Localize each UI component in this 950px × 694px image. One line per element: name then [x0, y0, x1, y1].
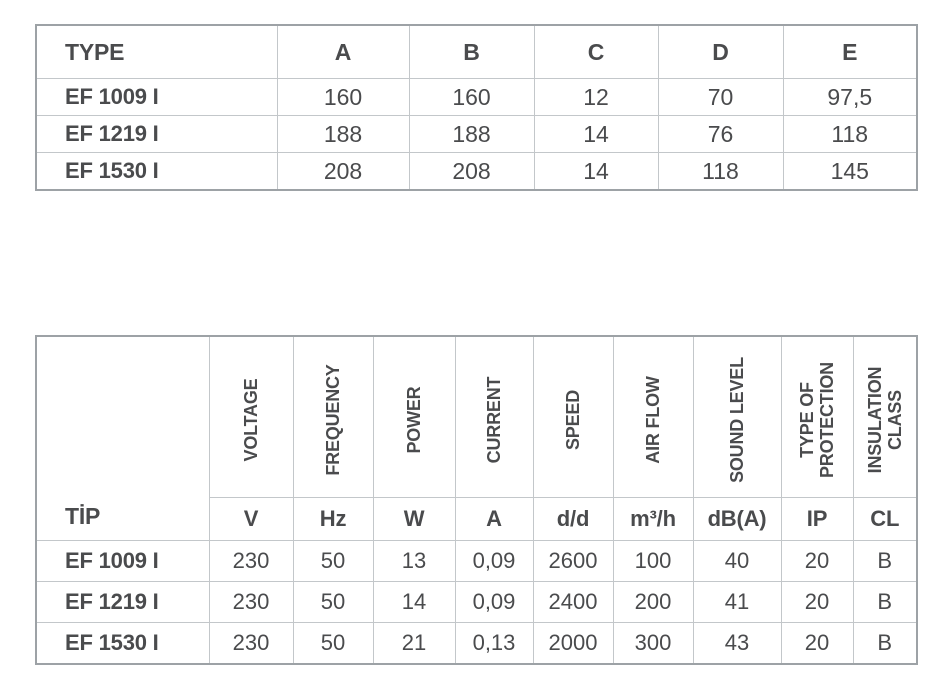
- value-cell: 20: [780, 581, 854, 623]
- col-header-d: D: [657, 24, 784, 79]
- value-cell: 43: [692, 622, 782, 665]
- rotated-header-label: INSULATION CLASS: [864, 366, 905, 474]
- value-cell: 13: [372, 540, 456, 582]
- col-header-power: POWER: [372, 335, 456, 498]
- model-name-cell: EF 1219 I: [35, 115, 278, 153]
- col-header-b: B: [408, 24, 535, 79]
- unit-cell: W: [372, 497, 456, 541]
- unit-cell: m³/h: [612, 497, 694, 541]
- col-header-voltage: VOLTAGE: [208, 335, 294, 498]
- rotated-header-label: POWER: [403, 386, 424, 454]
- dimensions-header-row: TYPE A B C D E: [35, 24, 918, 79]
- value-cell: 14: [533, 115, 659, 153]
- value-cell: 300: [612, 622, 694, 665]
- model-name-cell: EF 1530 I: [35, 152, 278, 191]
- value-cell: 50: [292, 581, 374, 623]
- model-name-cell: EF 1530 I: [35, 622, 210, 665]
- value-cell: 200: [612, 581, 694, 623]
- value-cell: 0,09: [454, 581, 534, 623]
- dimensions-table: TYPE A B C D E EF 1009 I 160 160 12 70 9…: [35, 24, 918, 191]
- specs-table: TİP VOLTAGE FREQUENCY POWER CURRENT SPEE…: [35, 335, 918, 665]
- unit-cell: Hz: [292, 497, 374, 541]
- value-cell: 97,5: [782, 78, 918, 116]
- value-cell: 188: [276, 115, 410, 153]
- rotated-header-label: SOUND LEVEL: [726, 357, 747, 484]
- value-cell: 100: [612, 540, 694, 582]
- value-cell: 208: [408, 152, 535, 191]
- specs-units-row: V Hz W A d/d m³/h dB(A) IP CL: [36, 497, 918, 541]
- col-header-sound-level: SOUND LEVEL: [692, 335, 782, 498]
- model-name-cell: EF 1219 I: [35, 581, 210, 623]
- unit-cell: dB(A): [692, 497, 782, 541]
- value-cell: 70: [657, 78, 784, 116]
- value-cell: 145: [782, 152, 918, 191]
- value-cell: 0,13: [454, 622, 534, 665]
- specs-tip-header: TİP: [35, 335, 210, 541]
- value-cell: 2000: [532, 622, 614, 665]
- table-row: EF 1009 I 230 50 13 0,09 2600 100 40 20 …: [35, 540, 918, 582]
- col-header-frequency: FREQUENCY: [292, 335, 374, 498]
- col-header-insulation-class: INSULATION CLASS: [852, 335, 918, 498]
- rotated-header-label: TYPE OF PROTECTION: [796, 362, 837, 479]
- col-header-a: A: [276, 24, 410, 79]
- col-header-e: E: [782, 24, 918, 79]
- value-cell: B: [852, 540, 918, 582]
- value-cell: 21: [372, 622, 456, 665]
- unit-cell: d/d: [532, 497, 614, 541]
- value-cell: 76: [657, 115, 784, 153]
- specs-header-row: TİP VOLTAGE FREQUENCY POWER CURRENT SPEE…: [35, 335, 918, 541]
- value-cell: 208: [276, 152, 410, 191]
- value-cell: 160: [276, 78, 410, 116]
- value-cell: 14: [533, 152, 659, 191]
- model-name-cell: EF 1009 I: [35, 540, 210, 582]
- table-row: EF 1530 I 208 208 14 118 145: [35, 152, 918, 191]
- value-cell: 0,09: [454, 540, 534, 582]
- value-cell: 188: [408, 115, 535, 153]
- rotated-header-label: CURRENT: [483, 376, 504, 464]
- value-cell: 230: [208, 622, 294, 665]
- dimensions-type-header: TYPE: [35, 24, 278, 79]
- value-cell: 230: [208, 581, 294, 623]
- value-cell: 230: [208, 540, 294, 582]
- col-header-type-of-protection: TYPE OF PROTECTION: [780, 335, 854, 498]
- value-cell: 12: [533, 78, 659, 116]
- rotated-header-label: SPEED: [562, 390, 583, 451]
- table-row: EF 1009 I 160 160 12 70 97,5: [35, 78, 918, 116]
- table-row: EF 1530 I 230 50 21 0,13 2000 300 43 20 …: [35, 622, 918, 665]
- col-header-speed: SPEED: [532, 335, 614, 498]
- value-cell: 20: [780, 622, 854, 665]
- value-cell: 118: [782, 115, 918, 153]
- value-cell: B: [852, 581, 918, 623]
- col-header-air-flow: AIR FLOW: [612, 335, 694, 498]
- rotated-header-label: FREQUENCY: [322, 364, 343, 476]
- value-cell: 2600: [532, 540, 614, 582]
- col-header-current: CURRENT: [454, 335, 534, 498]
- col-header-c: C: [533, 24, 659, 79]
- value-cell: 50: [292, 540, 374, 582]
- rotated-header-label: AIR FLOW: [642, 376, 663, 464]
- value-cell: 160: [408, 78, 535, 116]
- unit-cell: A: [454, 497, 534, 541]
- value-cell: 14: [372, 581, 456, 623]
- unit-cell: V: [208, 497, 294, 541]
- value-cell: 40: [692, 540, 782, 582]
- value-cell: 118: [657, 152, 784, 191]
- value-cell: 41: [692, 581, 782, 623]
- model-name-cell: EF 1009 I: [35, 78, 278, 116]
- value-cell: 50: [292, 622, 374, 665]
- unit-cell: CL: [852, 497, 918, 541]
- table-row: EF 1219 I 188 188 14 76 118: [35, 115, 918, 153]
- table-row: EF 1219 I 230 50 14 0,09 2400 200 41 20 …: [35, 581, 918, 623]
- unit-cell: IP: [780, 497, 854, 541]
- rotated-header-label: VOLTAGE: [240, 378, 261, 462]
- value-cell: B: [852, 622, 918, 665]
- value-cell: 20: [780, 540, 854, 582]
- value-cell: 2400: [532, 581, 614, 623]
